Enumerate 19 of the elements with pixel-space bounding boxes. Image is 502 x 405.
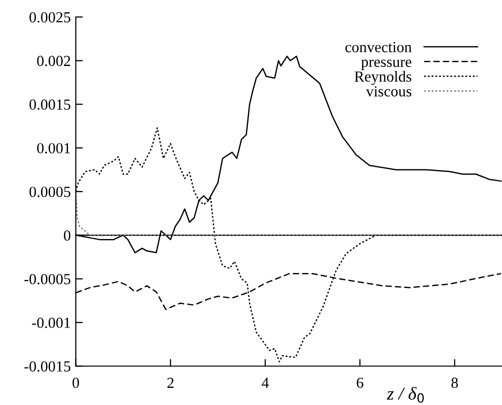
x-tick-label: 4 (262, 378, 269, 388)
x-tick-label: 8 (451, 378, 458, 388)
legend-label: Reynolds (354, 70, 412, 85)
y-tick-label: -0.0005 (24, 274, 70, 284)
y-tick-label: 0.0025 (30, 12, 70, 23)
y-tick-label: 0.001 (37, 143, 70, 154)
y-tick-label: 0 (64, 230, 70, 241)
legend-label: pressure (361, 60, 412, 70)
y-tick-label: 0.0005 (30, 186, 70, 198)
y-tick-label: 0.002 (37, 56, 70, 66)
legend-label: viscous (366, 86, 412, 96)
y-tick-label: -0.001 (32, 318, 70, 328)
x-axis-title: z / δ$_{0}$ (386, 386, 424, 403)
legend-label: convection (345, 42, 412, 52)
x-tick-label: 2 (167, 378, 174, 388)
y-tick-label: 0.0015 (30, 99, 70, 110)
x-tick-label: 0 (72, 378, 80, 388)
y-tick-label: -0.0015 (24, 361, 70, 372)
x-tick-label: 6 (356, 378, 364, 388)
